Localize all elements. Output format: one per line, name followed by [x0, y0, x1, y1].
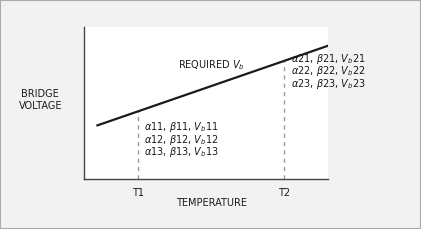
Text: T2: T2	[278, 188, 290, 198]
Text: $\alpha$22, $\beta$22, $V_b$22: $\alpha$22, $\beta$22, $V_b$22	[290, 64, 365, 78]
Text: $\alpha$11, $\beta$11, $V_b$11: $\alpha$11, $\beta$11, $V_b$11	[144, 120, 218, 134]
Text: T1: T1	[132, 188, 144, 198]
Text: $\alpha$13, $\beta$13, $V_b$13: $\alpha$13, $\beta$13, $V_b$13	[144, 145, 219, 159]
Text: REQUIRED $V_b$: REQUIRED $V_b$	[178, 59, 245, 73]
Text: BRIDGE
VOLTAGE: BRIDGE VOLTAGE	[19, 89, 62, 111]
Text: $\alpha$21, $\beta$21, $V_b$21: $\alpha$21, $\beta$21, $V_b$21	[290, 52, 365, 66]
Text: TEMPERATURE: TEMPERATURE	[176, 198, 247, 208]
Text: $\alpha$12, $\beta$12, $V_b$12: $\alpha$12, $\beta$12, $V_b$12	[144, 133, 218, 147]
Text: $\alpha$23, $\beta$23, $V_b$23: $\alpha$23, $\beta$23, $V_b$23	[290, 76, 365, 90]
